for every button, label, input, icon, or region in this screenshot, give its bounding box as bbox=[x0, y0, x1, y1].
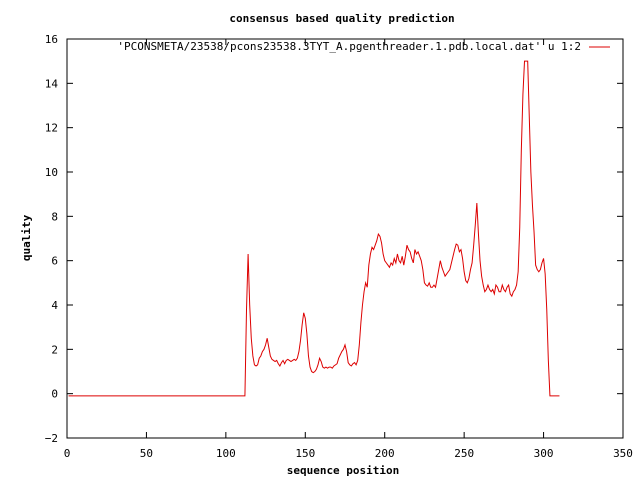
y-tick-label: 2 bbox=[51, 343, 58, 356]
y-axis-label: quality bbox=[20, 214, 33, 261]
y-tick-label: 16 bbox=[45, 33, 58, 46]
x-tick-label: 250 bbox=[454, 447, 474, 460]
axes: 0 50 100 150 200 250 300 350 −2 0 2 4 6 8 10 12 14 16 bbox=[45, 33, 633, 460]
legend: 'PCONSMETA/23538/pcons23538.3TYT_A.pgent… bbox=[117, 40, 610, 53]
y-tick-label: 4 bbox=[51, 299, 58, 312]
legend-label: 'PCONSMETA/23538/pcons23538.3TYT_A.pgent… bbox=[117, 40, 581, 53]
y-tick-label: 14 bbox=[45, 77, 59, 90]
y-tick-label: 10 bbox=[45, 166, 58, 179]
y-tick-label: 0 bbox=[51, 388, 58, 401]
chart-title: consensus based quality prediction bbox=[229, 12, 454, 25]
y-tick-label: 12 bbox=[45, 122, 58, 135]
series-layer bbox=[68, 60, 560, 397]
x-tick-label: 100 bbox=[216, 447, 236, 460]
y-tick-label: 6 bbox=[51, 255, 58, 268]
x-tick-label: 50 bbox=[140, 447, 153, 460]
x-tick-label: 200 bbox=[375, 447, 395, 460]
y-tick-label: 8 bbox=[51, 210, 58, 223]
x-tick-label: 150 bbox=[295, 447, 315, 460]
x-tick-label: 350 bbox=[613, 447, 633, 460]
x-tick-label: 0 bbox=[64, 447, 71, 460]
plot-frame bbox=[66, 38, 624, 439]
series-line-0 bbox=[68, 60, 560, 397]
y-tick-label: −2 bbox=[45, 432, 58, 445]
x-axis-label: sequence position bbox=[287, 464, 400, 477]
x-tick-label: 300 bbox=[534, 447, 554, 460]
